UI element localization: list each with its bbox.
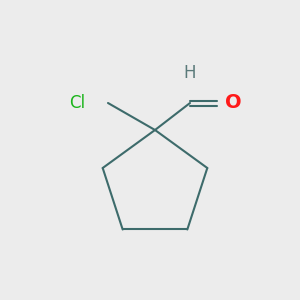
Text: O: O bbox=[225, 94, 242, 112]
Text: H: H bbox=[184, 64, 196, 82]
Text: Cl: Cl bbox=[69, 94, 85, 112]
